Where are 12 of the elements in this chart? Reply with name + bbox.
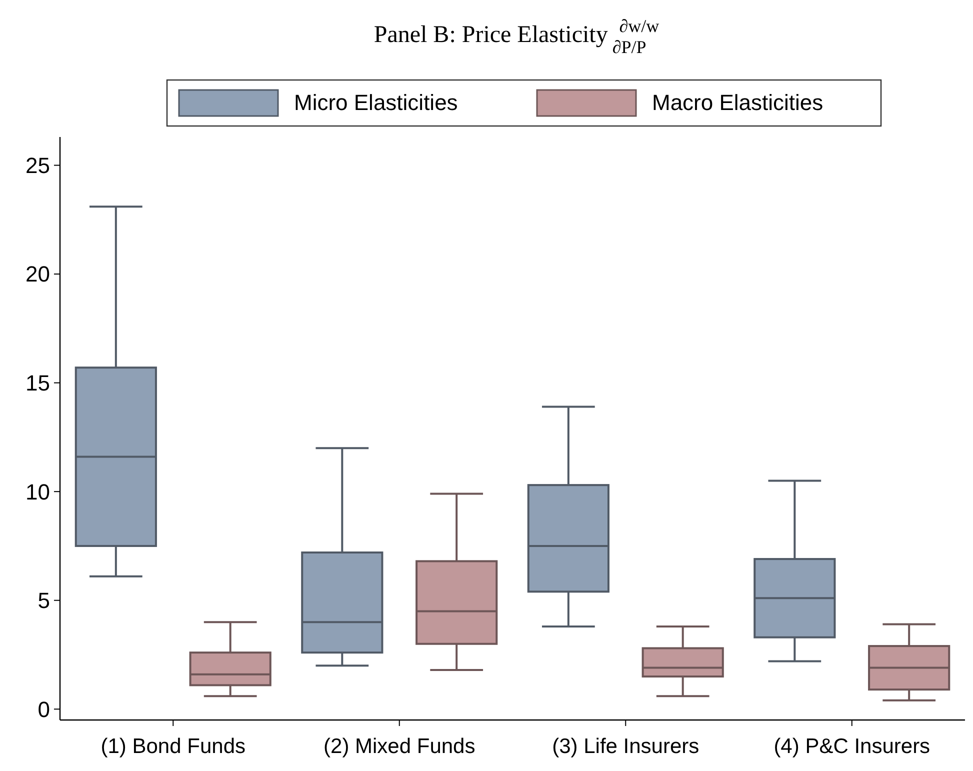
legend-label: Micro Elasticities: [294, 90, 458, 115]
y-tick-label: 10: [26, 479, 50, 504]
y-tick-label: 15: [26, 370, 50, 396]
y-tick-label: 0: [38, 696, 50, 722]
x-tick-label: (2) Mixed Funds: [324, 735, 476, 758]
y-tick-label: 5: [38, 588, 50, 614]
y-tick-label: 20: [26, 262, 50, 287]
x-tick-label: (1) Bond Funds: [100, 735, 246, 758]
y-tick-label: 25: [26, 152, 50, 178]
x-tick-label: (3) Life Insurers: [552, 735, 700, 758]
x-tick-label: (4) P&C Insurers: [774, 735, 930, 758]
legend-label: Macro Elasticities: [652, 90, 824, 115]
